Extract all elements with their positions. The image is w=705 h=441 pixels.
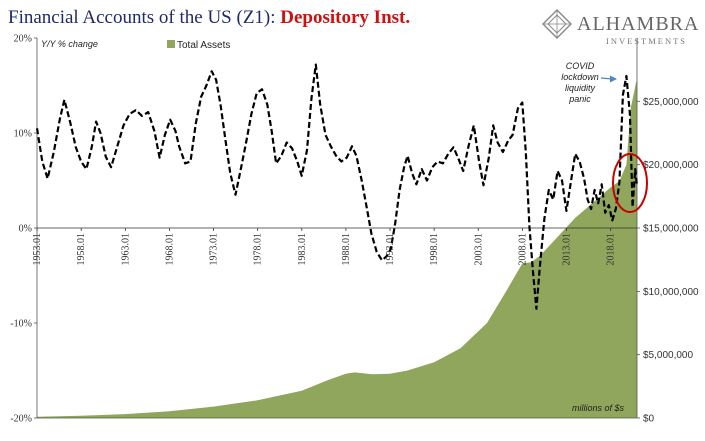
- left-tick-label: -20%: [10, 414, 32, 425]
- x-tick-label: 1993.01: [385, 233, 396, 266]
- logo-name: ALHAMBRA: [577, 13, 699, 35]
- left-tick-label: 20%: [14, 34, 32, 45]
- ticks-layer: 20% 10% 0% -10% -20% $25,000,000 $20,000,000 $1…: [10, 34, 699, 425]
- annotation-line-2: lockdown: [561, 72, 599, 82]
- logo-sub: INVESTMENTS: [606, 36, 687, 46]
- right-tick-label: $10,000,000: [643, 287, 699, 298]
- right-tick-label: $20,000,000: [643, 160, 699, 171]
- left-tick-label: 0%: [19, 224, 32, 235]
- legend: Total Assets: [167, 40, 230, 51]
- series-total-assets-area: [37, 81, 637, 418]
- legend-label-total-assets: Total Assets: [177, 40, 230, 51]
- covid-annotation: COVID lockdown liquidity panic: [561, 61, 648, 213]
- legend-swatch-total-assets: [167, 40, 175, 48]
- annotation-line-3: liquidity: [565, 83, 596, 93]
- right-tick-label: $25,000,000: [643, 97, 699, 108]
- right-tick-label: $0: [643, 414, 655, 425]
- x-tick-label: 1953.01: [32, 233, 43, 266]
- left-axis-label: Y/Y % change: [41, 39, 98, 49]
- x-tick-label: 2003.01: [473, 233, 484, 266]
- x-tick-label: 1958.01: [76, 233, 87, 266]
- alhambra-logo: ALHAMBRA INVESTMENTS: [542, 9, 699, 46]
- x-tick-label: 2013.01: [562, 233, 573, 266]
- highlight-circle: [612, 153, 648, 213]
- x-tick-label: 1973.01: [209, 233, 220, 266]
- right-tick-label: $15,000,000: [643, 224, 699, 235]
- line-layer: [35, 63, 639, 310]
- right-tick-label: $5,000,000: [643, 350, 693, 361]
- left-tick-label: -10%: [10, 319, 32, 330]
- x-tick-label: 1983.01: [297, 233, 308, 266]
- x-tick-label: 1968.01: [164, 233, 175, 266]
- x-tick-label: 1978.01: [253, 233, 264, 266]
- annotation-arrow-head-icon: [610, 75, 617, 83]
- right-axis-unit-label: millions of $s: [572, 403, 625, 413]
- x-tick-label: 1963.01: [120, 233, 131, 266]
- chart-title-part1: Financial Accounts of the US (Z1):: [8, 7, 280, 28]
- plot-area: 20% 10% 0% -10% -20% $25,000,000 $20,000,000 $1…: [10, 34, 699, 425]
- annotation-line-1: COVID: [566, 61, 595, 71]
- area-layer: [37, 81, 637, 418]
- chart-title-part2: Depository Inst.: [280, 7, 410, 28]
- series-yy-change-line: [35, 63, 639, 310]
- x-tick-label: 1988.01: [341, 233, 352, 266]
- left-tick-label: 10%: [14, 129, 32, 140]
- x-tick-label: 2008.01: [517, 233, 528, 266]
- annotation-line-4: panic: [568, 94, 591, 104]
- x-tick-label: 2018.01: [606, 233, 617, 266]
- logo-emblem-icon: [542, 9, 572, 39]
- chart-title: Financial Accounts of the US (Z1): Depos…: [8, 7, 410, 28]
- x-tick-label: 1998.01: [429, 233, 440, 266]
